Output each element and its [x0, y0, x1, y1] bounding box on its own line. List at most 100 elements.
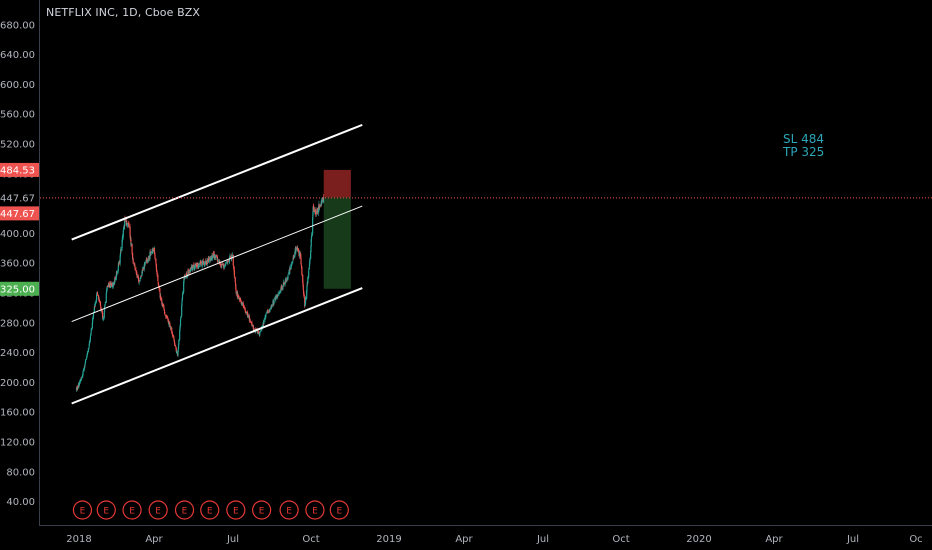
candle: [321, 197, 323, 206]
x-tick-label: 2020: [686, 534, 711, 545]
last-price-label: 447.67: [0, 206, 39, 221]
candle: [178, 339, 180, 346]
candle: [267, 309, 269, 313]
earnings-marker[interactable]: E: [305, 500, 325, 520]
y-tick-label: 280.00: [0, 318, 35, 329]
earnings-marker[interactable]: E: [174, 500, 195, 520]
candle: [245, 311, 247, 315]
candle: [297, 247, 299, 251]
candle: [86, 350, 89, 356]
x-tick-label: Jul: [536, 534, 549, 545]
x-tick-label: Apr: [145, 534, 163, 545]
candle: [263, 318, 265, 322]
candle: [223, 265, 226, 270]
candle: [313, 204, 315, 213]
candle: [305, 297, 307, 300]
earnings-marker[interactable]: E: [329, 500, 349, 520]
price-labels: 484.53 447.67 325.00: [0, 162, 39, 296]
candle: [79, 379, 81, 385]
candle: [200, 260, 202, 265]
svg-text:E: E: [259, 507, 265, 517]
candle: [194, 265, 196, 271]
channel-lines[interactable]: [71, 123, 363, 405]
svg-text:E: E: [129, 507, 135, 517]
y-tick-label: 120.00: [0, 438, 35, 449]
candle: [269, 307, 271, 313]
candle: [235, 291, 237, 295]
candle: [136, 272, 138, 278]
candle: [293, 254, 295, 258]
candle: [309, 257, 311, 265]
candle: [134, 266, 136, 271]
x-tick-label: 2019: [376, 534, 401, 545]
candle: [138, 282, 140, 285]
candle: [82, 368, 85, 371]
earnings-marker[interactable]: E: [226, 500, 246, 520]
reward-zone[interactable]: [323, 197, 351, 289]
candle: [299, 250, 301, 258]
stop-price-label: 484.53: [0, 162, 39, 177]
candle: [96, 291, 99, 296]
candle: [81, 376, 83, 381]
svg-text:E: E: [182, 507, 188, 517]
candle: [188, 270, 190, 275]
candle: [287, 273, 289, 281]
candle: [159, 285, 161, 293]
time-axis[interactable]: 2018 Apr Jul Oct 2019 Apr Jul Oct 2020 Apr Jul Oc: [66, 534, 922, 545]
channel-line-upper[interactable]: [71, 123, 363, 241]
candle: [90, 327, 93, 331]
y-tick-label: 560.00: [0, 110, 35, 121]
candle: [221, 261, 224, 265]
position-zones[interactable]: [323, 169, 351, 289]
svg-text:E: E: [80, 507, 86, 517]
candle: [196, 262, 198, 270]
svg-text:E: E: [312, 507, 318, 517]
candle: [291, 260, 293, 265]
channel-line-lower[interactable]: [71, 287, 363, 405]
earnings-marker[interactable]: E: [148, 500, 168, 520]
earnings-marker[interactable]: E: [122, 500, 142, 520]
earnings-marker[interactable]: E: [72, 500, 93, 520]
candle: [148, 255, 150, 261]
candle: [172, 334, 174, 338]
earnings-marker[interactable]: E: [252, 500, 272, 520]
candle: [182, 290, 184, 295]
svg-text:E: E: [207, 507, 213, 517]
x-tick-label: Oc: [909, 534, 922, 545]
y-tick-label: 360.00: [0, 259, 35, 270]
candle: [112, 281, 114, 289]
y-tick-label: 520.00: [0, 140, 35, 151]
price-axis[interactable]: 680.00640.00600.00560.00520.00480.00447.…: [0, 20, 35, 508]
earnings-marker[interactable]: E: [96, 500, 116, 520]
risk-zone[interactable]: [323, 169, 351, 198]
candle: [82, 370, 84, 377]
svg-text:E: E: [155, 507, 161, 517]
svg-text:E: E: [336, 507, 342, 517]
take-profit-annotation: TP 325: [783, 145, 825, 159]
candle: [213, 254, 216, 261]
x-tick-label: Oct: [302, 534, 319, 545]
candle: [150, 250, 152, 256]
candle: [273, 297, 275, 305]
channel-line-middle[interactable]: [71, 205, 363, 323]
candle: [239, 297, 241, 302]
candle: [319, 205, 321, 209]
candle: [88, 339, 91, 346]
candle: [251, 324, 253, 327]
candle: [156, 270, 158, 278]
earnings-marker[interactable]: E: [200, 500, 220, 520]
candle: [108, 281, 110, 289]
x-tick-label: Apr: [765, 534, 783, 545]
candle: [114, 278, 116, 282]
candles: [75, 193, 325, 392]
svg-text:E: E: [286, 507, 292, 517]
candle: [310, 250, 312, 260]
candle: [174, 342, 176, 347]
candle: [315, 209, 317, 218]
candle: [106, 285, 109, 288]
candle: [158, 284, 160, 291]
earnings-marker[interactable]: E: [279, 500, 299, 520]
